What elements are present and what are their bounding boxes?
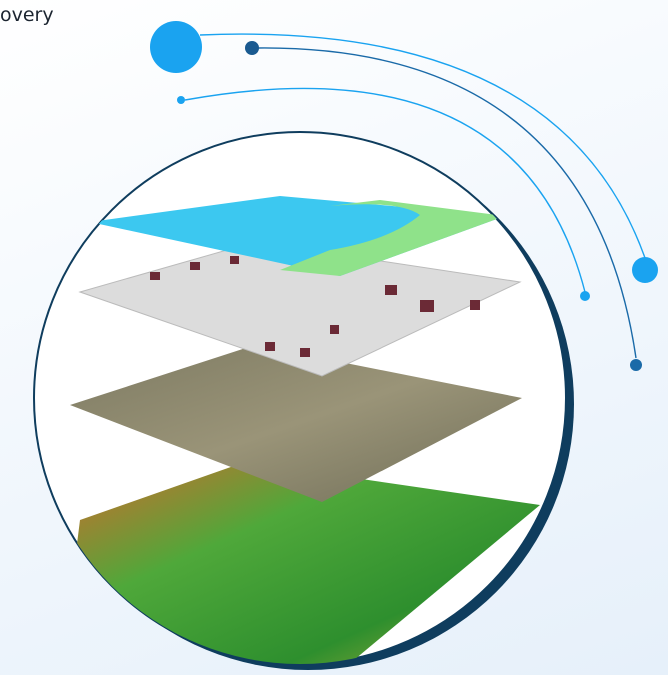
decor-dot bbox=[632, 257, 658, 283]
water-layer bbox=[90, 196, 505, 276]
buildings bbox=[150, 256, 480, 357]
decor-dot bbox=[630, 359, 642, 371]
gis-layers bbox=[60, 196, 540, 664]
buildings-layer bbox=[78, 241, 522, 377]
imagery-layer bbox=[70, 345, 522, 502]
decor-dot bbox=[580, 291, 590, 301]
heading-fragment: overy bbox=[0, 4, 54, 26]
land-area bbox=[280, 200, 505, 276]
decor-dot bbox=[177, 96, 185, 104]
decor-dot bbox=[150, 21, 202, 73]
terrain-layer bbox=[60, 462, 540, 664]
decor-arcs bbox=[184, 33, 646, 359]
decor-dot bbox=[245, 41, 259, 55]
